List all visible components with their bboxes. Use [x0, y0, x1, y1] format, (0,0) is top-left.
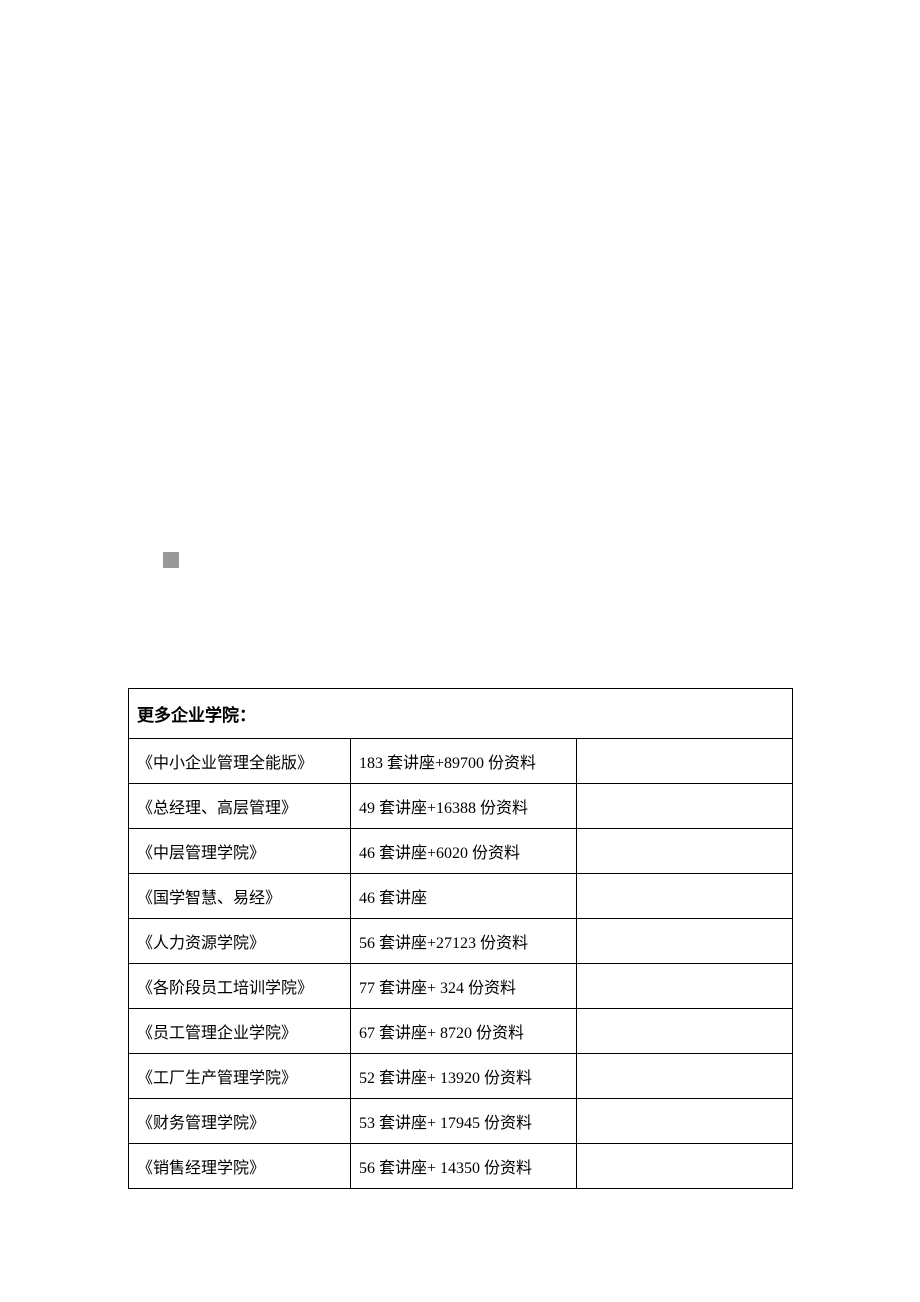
course-detail: 49 套讲座+16388 份资料: [351, 784, 577, 829]
course-name: 《财务管理学院》: [129, 1099, 351, 1144]
course-name: 《总经理、高层管理》: [129, 784, 351, 829]
course-table-wrap: 更多企业学院： 《中小企业管理全能版》 183 套讲座+89700 份资料 《总…: [128, 688, 793, 1189]
table-header-row: 更多企业学院：: [129, 689, 793, 739]
table-row: 《各阶段员工培训学院》 77 套讲座+ 324 份资料: [129, 964, 793, 1009]
course-name: 《销售经理学院》: [129, 1144, 351, 1189]
course-table: 更多企业学院： 《中小企业管理全能版》 183 套讲座+89700 份资料 《总…: [128, 688, 793, 1189]
course-name: 《工厂生产管理学院》: [129, 1054, 351, 1099]
table-row: 《销售经理学院》 56 套讲座+ 14350 份资料: [129, 1144, 793, 1189]
course-detail: 46 套讲座: [351, 874, 577, 919]
course-name: 《人力资源学院》: [129, 919, 351, 964]
course-detail: 56 套讲座+27123 份资料: [351, 919, 577, 964]
course-name: 《国学智慧、易经》: [129, 874, 351, 919]
course-name: 《中层管理学院》: [129, 829, 351, 874]
course-detail: 53 套讲座+ 17945 份资料: [351, 1099, 577, 1144]
table-row: 《国学智慧、易经》 46 套讲座: [129, 874, 793, 919]
table-row: 《工厂生产管理学院》 52 套讲座+ 13920 份资料: [129, 1054, 793, 1099]
course-empty: [577, 874, 793, 919]
table-row: 《员工管理企业学院》 67 套讲座+ 8720 份资料: [129, 1009, 793, 1054]
document-page: 更多企业学院： 《中小企业管理全能版》 183 套讲座+89700 份资料 《总…: [0, 0, 920, 1302]
course-empty: [577, 919, 793, 964]
table-row: 《中小企业管理全能版》 183 套讲座+89700 份资料: [129, 739, 793, 784]
course-empty: [577, 1099, 793, 1144]
course-detail: 52 套讲座+ 13920 份资料: [351, 1054, 577, 1099]
course-name: 《各阶段员工培训学院》: [129, 964, 351, 1009]
course-empty: [577, 784, 793, 829]
course-detail: 67 套讲座+ 8720 份资料: [351, 1009, 577, 1054]
table-row: 《总经理、高层管理》 49 套讲座+16388 份资料: [129, 784, 793, 829]
course-detail: 56 套讲座+ 14350 份资料: [351, 1144, 577, 1189]
bullet-marker-icon: [163, 552, 179, 568]
course-name: 《中小企业管理全能版》: [129, 739, 351, 784]
course-empty: [577, 964, 793, 1009]
course-empty: [577, 1054, 793, 1099]
course-empty: [577, 1009, 793, 1054]
course-empty: [577, 829, 793, 874]
table-row: 《中层管理学院》 46 套讲座+6020 份资料: [129, 829, 793, 874]
course-detail: 46 套讲座+6020 份资料: [351, 829, 577, 874]
course-empty: [577, 739, 793, 784]
course-name: 《员工管理企业学院》: [129, 1009, 351, 1054]
course-detail: 183 套讲座+89700 份资料: [351, 739, 577, 784]
table-row: 《财务管理学院》 53 套讲座+ 17945 份资料: [129, 1099, 793, 1144]
table-header: 更多企业学院：: [129, 689, 793, 739]
course-empty: [577, 1144, 793, 1189]
table-row: 《人力资源学院》 56 套讲座+27123 份资料: [129, 919, 793, 964]
course-detail: 77 套讲座+ 324 份资料: [351, 964, 577, 1009]
